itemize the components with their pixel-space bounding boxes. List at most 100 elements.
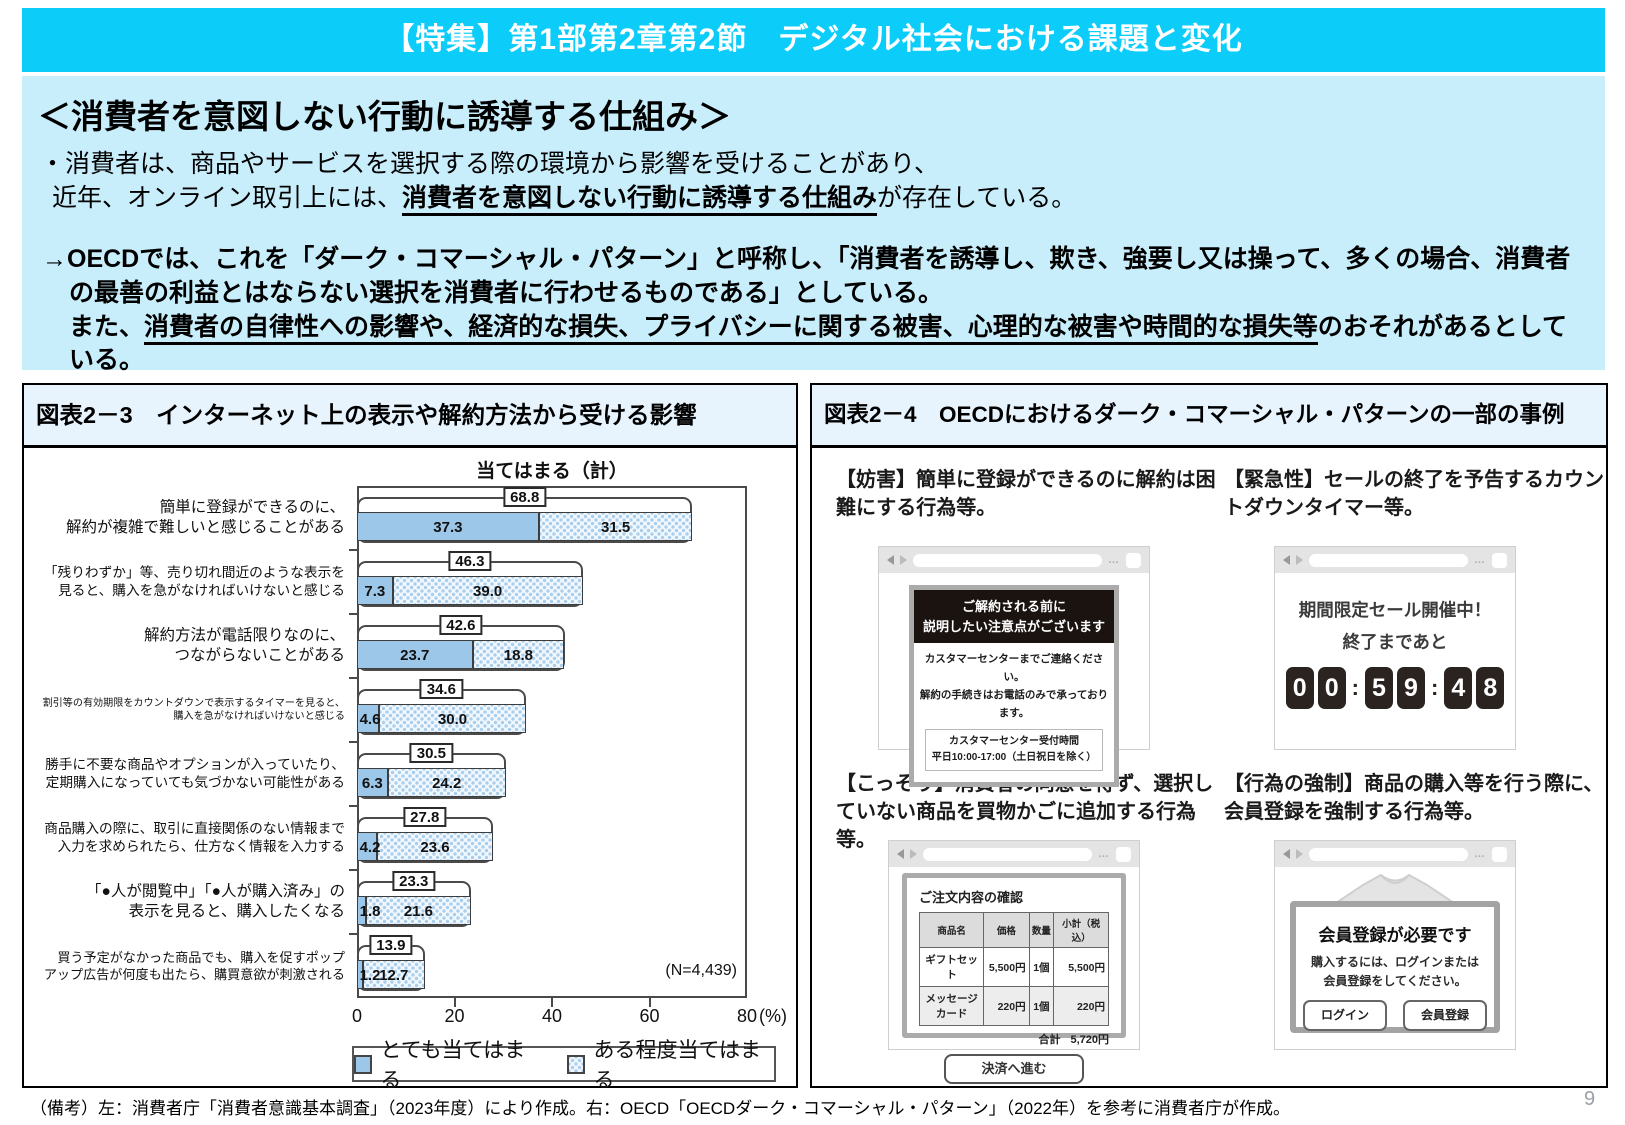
- membership-required-dialog: 会員登録が必要です 購入するには、ログインまたは 会員登録をしてください。 ログ…: [1290, 901, 1500, 1033]
- countdown-sale-content: 期間限定セール開催中！ 終了まであと 0 0 : 5 9 : 4 8: [1275, 573, 1515, 709]
- page-number: 9: [1584, 1088, 1596, 1110]
- bar-segment-strongly-applies: [357, 704, 380, 733]
- call-center-hours-box: カスタマーセンター受付時間 平日10:00-17:00（土日祝日を除く）: [925, 729, 1103, 772]
- y-axis-tick: [349, 805, 357, 807]
- forward-arrow-icon: [910, 849, 917, 859]
- order-confirmation-card: ご注文内容の確認 商品名 価格 数量 小計（税込） ギフトセット 5,500円: [902, 873, 1126, 1084]
- category-label: 商品購入の際に、取引に直接関係のない情報まで 入力を求められたら、仕方なく情報を入…: [44, 821, 345, 854]
- order-total: 合計 5,720円: [919, 1031, 1109, 1047]
- bar-total-label: 34.6: [419, 679, 463, 699]
- back-arrow-icon: [887, 555, 894, 565]
- chart-legend: とても当てはまる ある程度当てはまる: [352, 1039, 776, 1092]
- legend-swatch: [354, 1054, 373, 1074]
- page-icon: [1492, 846, 1507, 862]
- url-bar: [1309, 847, 1468, 861]
- y-axis-tick: [349, 677, 357, 679]
- y-axis-tick: [349, 613, 357, 615]
- bar-segment-strongly-applies: [357, 640, 473, 669]
- item-qty: 1個: [1028, 947, 1055, 987]
- bar-segment-strongly-applies: [357, 960, 363, 989]
- bar-value-strongly: 6.3: [361, 775, 383, 792]
- mock-register-button: 会員登録: [1403, 1000, 1487, 1032]
- bar-group: 4.6 30.0 34.6: [357, 678, 747, 742]
- bar-value-strongly: 1.8: [359, 903, 381, 920]
- bar-segment-strongly-applies: [357, 832, 378, 861]
- x-axis-tick: [453, 998, 456, 1007]
- bar-segment-strongly-applies: [357, 768, 388, 797]
- bar-value-strongly: 7.3: [364, 583, 386, 600]
- chart-row: 「●人が閲覧中」「●人が購入済み」の 表示を見ると、購入したくなる 1.8 21.6 2…: [24, 870, 747, 934]
- membership-dialog-buttons: ログイン 会員登録: [1296, 1000, 1494, 1032]
- bar-value-strongly: 37.3: [433, 519, 463, 536]
- intro-point-3-lead: また、: [69, 312, 145, 341]
- cancel-dialog-body-line-1: カスタマーセンターまでご連絡ください。: [924, 653, 1104, 683]
- bar-value-somewhat: 23.6: [420, 839, 450, 856]
- chart-row: 商品購入の際に、取引に直接関係のない情報まで 入力を求められたら、仕方なく情報を入…: [24, 806, 747, 870]
- intro-point-3-emphasis: 消費者の自律性への影響や、経済的な損失、プライバシーに関する被害、心理的な被害や…: [144, 312, 1318, 345]
- bar-value-strongly: 1.2: [359, 967, 381, 984]
- timer-digit: 0: [1317, 667, 1346, 709]
- bar-segment-strongly-applies: [357, 576, 393, 605]
- chart-row: 簡単に登録ができるのに、 解約が複雑で難しいと感じることがある 37.3 31.5 68…: [24, 486, 747, 550]
- forward-arrow-icon: [1296, 555, 1303, 565]
- x-axis-tick-label: 60: [639, 1006, 660, 1026]
- caption-urgency: 【緊急性】セールの終了を予告するカウントダウンタイマー等。: [1224, 469, 1604, 519]
- legend-label: ある程度当てはまる: [593, 1039, 762, 1092]
- bar-total-label: 46.3: [448, 551, 492, 571]
- browser-chrome-bar: …: [889, 841, 1139, 867]
- intro-point-3: また、消費者の自律性への影響や、経済的な損失、プライバシーに関する被害、心理的な…: [42, 311, 1587, 379]
- bar-segment-somewhat-applies: [365, 896, 472, 925]
- legend-swatch: [567, 1054, 586, 1074]
- x-axis-tick-label: 80: [736, 1006, 758, 1026]
- category-label: 割引等の有効期限をカウントダウンで表示するタイマーを見ると、 購入を急がなければい…: [42, 697, 345, 722]
- ellipsis-icon: …: [1108, 554, 1120, 566]
- intro-point-3-tail: のおそれがあるとしている。: [69, 312, 1568, 375]
- bar-value-somewhat: 21.6: [403, 903, 434, 920]
- url-bar: [913, 553, 1102, 567]
- intro-point-1: ・消費者は、商品やサービスを選択する際の環境から影響を受けることがあり、 近年、オ…: [40, 148, 1587, 216]
- x-axis-tick-label: 20: [444, 1006, 465, 1026]
- timer-digit: 8: [1476, 667, 1505, 709]
- item-qty: 1個: [1028, 986, 1055, 1026]
- ellipsis-icon: …: [1474, 848, 1486, 860]
- url-bar: [1309, 553, 1468, 567]
- time-remaining-text: 終了まであと: [1342, 632, 1448, 652]
- y-axis-tick: [349, 741, 357, 743]
- mock-login-button: ログイン: [1303, 1000, 1387, 1032]
- back-arrow-icon: [897, 849, 904, 859]
- intro-panel: ＜消費者を意図しない行動に誘導する仕組み＞ ・消費者は、商品やサービスを選択する…: [22, 76, 1605, 374]
- bar-group: 1.2 12.7 13.9: [357, 934, 747, 998]
- intro-heading: ＜消費者を意図しない行動に誘導する仕組み＞: [38, 98, 731, 135]
- legend-item: とても当てはまる: [354, 1034, 539, 1094]
- page-icon: [1492, 552, 1507, 568]
- bar-group: 6.3 24.2 30.5: [357, 742, 747, 806]
- cancel-dialog-body-line-2: 解約の手続きはお電話のみで承っております。: [919, 688, 1109, 719]
- cancel-dialog-header-line-1: ご解約される前に: [961, 599, 1066, 614]
- bar-segment-somewhat-applies: [377, 832, 493, 861]
- bar-segment-somewhat-applies: [472, 640, 565, 669]
- category-label: 「残りわずか」等、売り切れ間近のような表示を 見ると、購入を急がなければいけないと…: [43, 565, 345, 598]
- sale-banner-text: 期間限定セール開催中！: [1298, 600, 1492, 620]
- category-label: 「●人が閲覧中」「●人が購入済み」の 表示を見ると、購入したくなる: [86, 882, 345, 920]
- item-subtotal: 220円: [1053, 986, 1109, 1026]
- category-label: 勝手に不要な商品やオプションが入っていたり、 定期購入になっていても気づかない可能…: [45, 757, 345, 790]
- membership-body-line-2: 会員登録をしてください。: [1323, 974, 1467, 989]
- item-subtotal: 5,500円: [1053, 947, 1109, 987]
- x-axis-tick-label: 40: [541, 1006, 563, 1026]
- order-table-header-row: 商品名 価格 数量 小計（税込）: [918, 912, 1109, 948]
- order-total-value: 5,720円: [1070, 1034, 1109, 1046]
- cancel-dialog-header: ご解約される前に 説明したい注意点がございます: [914, 590, 1114, 643]
- intro-point-1-tail: が存在している。: [877, 183, 1077, 212]
- bar-segment-somewhat-applies: [379, 704, 526, 733]
- bar-value-strongly: 23.7: [400, 647, 430, 664]
- category-label: 解約方法が電話限りなのに、 つながらないことがある: [143, 626, 345, 664]
- bar-total-label: 13.9: [369, 935, 413, 955]
- order-table-row: メッセージカード 220円 1個 220円: [918, 986, 1109, 1026]
- chart-row: 勝手に不要な商品やオプションが入っていたり、 定期購入になっていても気づかない可能…: [24, 742, 747, 806]
- slide-title-banner: 【特集】第1部第2章第2節 デジタル社会における課題と変化: [22, 8, 1605, 72]
- bar-segment-strongly-applies: [357, 512, 539, 541]
- category-label: 買う予定がなかった商品でも、購入を促すポップ アップ広告が何度も出たら、購買意欲が…: [43, 949, 345, 982]
- bar-group: 37.3 31.5 68.8: [357, 486, 747, 550]
- chart-row: 割引等の有効期限をカウントダウンで表示するタイマーを見ると、 購入を急がなければい…: [24, 678, 747, 742]
- intro-point-1-line-1: ・消費者は、商品やサービスを選択する際の環境から影響を受けることがあり、: [40, 150, 940, 178]
